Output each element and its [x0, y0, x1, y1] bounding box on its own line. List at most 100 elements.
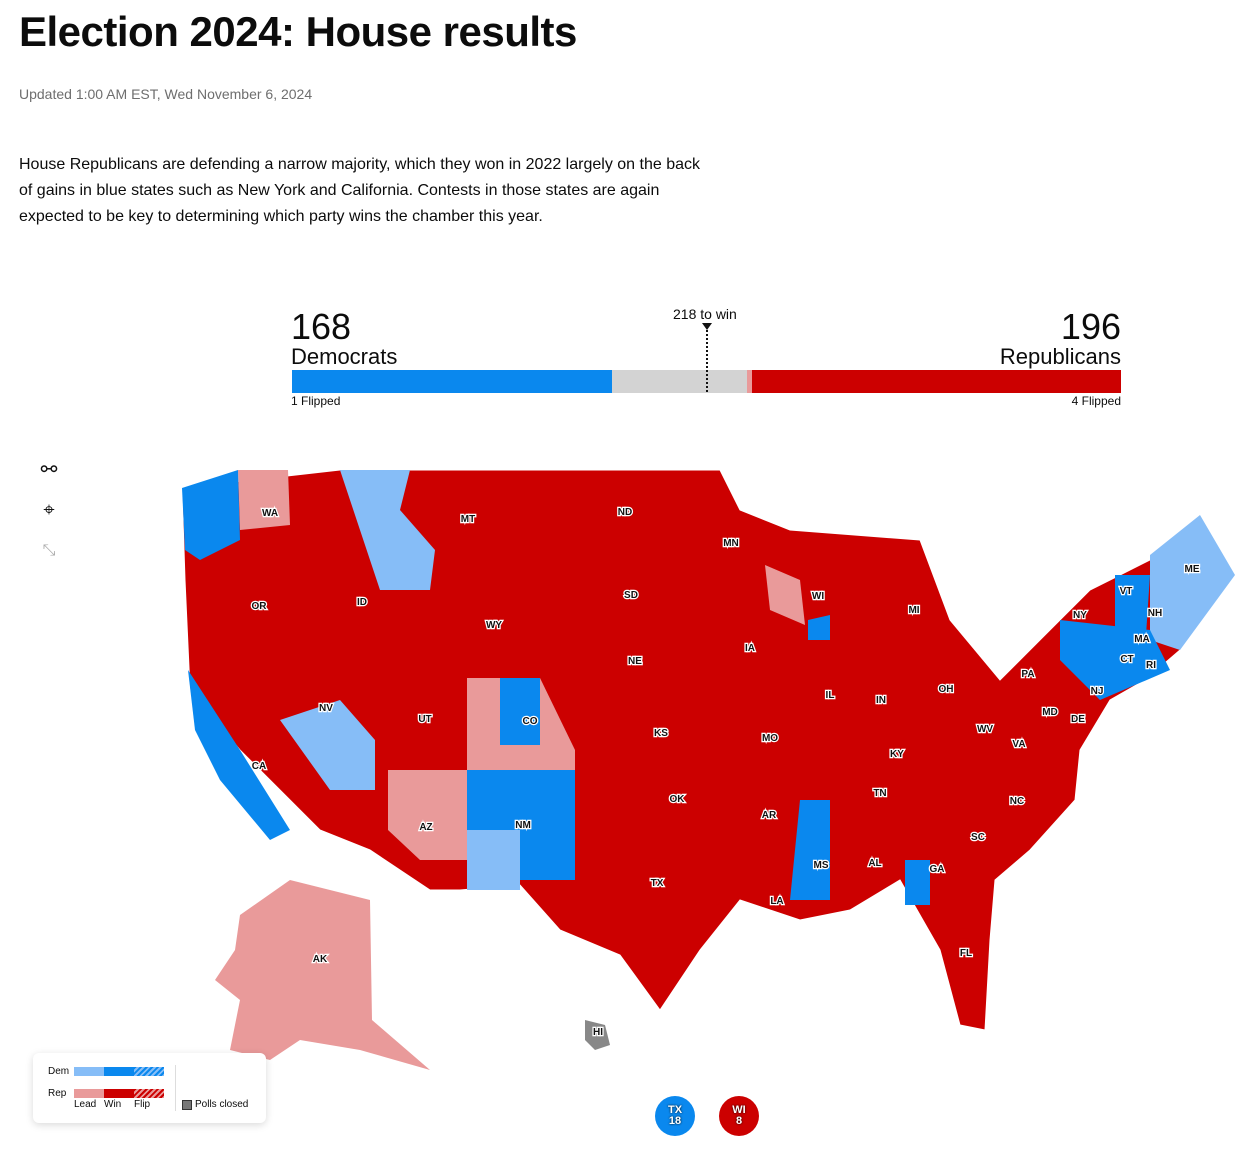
intro-text: House Republicans are defending a narrow… — [19, 156, 700, 225]
state-label-ne: NE — [628, 656, 642, 667]
state-label-ms: MS — [814, 860, 829, 871]
state-label-id: ID — [357, 597, 367, 608]
state-label-mn: MN — [723, 538, 739, 549]
threshold-marker-icon — [702, 323, 712, 330]
state-label-mo: MO — [762, 733, 778, 744]
legend-rep-flip-swatch — [134, 1089, 164, 1098]
state-label-ak: AK — [313, 954, 328, 965]
legend-lead: Lead — [74, 1099, 97, 1110]
state-label-md: MD — [1042, 707, 1058, 718]
dem-win-region[interactable] — [500, 678, 540, 745]
state-label-ar: AR — [762, 810, 777, 821]
collapse-icon[interactable]: ⤡ — [42, 542, 56, 559]
legend-dem: Dem — [48, 1066, 70, 1077]
state-label-al: AL — [868, 858, 881, 869]
dem-lead-region[interactable] — [1150, 515, 1235, 650]
legend-flip: Flip — [134, 1099, 151, 1110]
dem-lead-region[interactable] — [467, 830, 520, 890]
rep-seat-count: 196 — [1060, 306, 1121, 347]
map-legend: Dem Rep Lead Win Flip Polls closed — [33, 1053, 266, 1123]
state-label-in: IN — [876, 695, 886, 706]
page-title: Election 2024: House results — [19, 8, 577, 55]
state-label-ok: OK — [670, 794, 686, 805]
state-label-az: AZ — [419, 822, 432, 833]
state-label-de: DE — [1071, 714, 1085, 725]
rep-flipped: 4 Flipped — [1071, 394, 1121, 408]
state-label-ky: KY — [890, 749, 904, 760]
dem-win-region[interactable] — [790, 800, 830, 900]
threshold-line — [706, 330, 708, 392]
state-label-tx: TX — [651, 878, 664, 889]
legend-dem-flip-swatch — [134, 1067, 164, 1076]
state-label-ri: RI — [1146, 660, 1156, 671]
state-label-ny: NY — [1073, 610, 1087, 621]
state-label-or: OR — [252, 601, 268, 612]
dem-lead-region[interactable] — [340, 470, 435, 590]
legend-polls-closed: Polls closed — [195, 1099, 249, 1110]
state-label-nv: NV — [319, 703, 333, 714]
state-label-nm: NM — [515, 820, 531, 831]
state-label-va: VA — [1012, 739, 1025, 750]
hawaii[interactable] — [585, 1020, 610, 1050]
dem-seat-count: 168 — [291, 306, 352, 347]
state-label-wi: WI — [812, 591, 824, 602]
state-label-nj: NJ — [1091, 686, 1104, 697]
state-label-vt: VT — [1120, 586, 1133, 597]
legend-divider — [175, 1065, 176, 1111]
state-label-hi: HI — [593, 1027, 603, 1038]
dem-lead-region[interactable] — [280, 700, 375, 790]
state-label-la: LA — [770, 896, 783, 907]
legend-rep-lead-swatch — [74, 1089, 104, 1098]
alaska[interactable] — [215, 880, 430, 1070]
dem-seat-fill — [292, 370, 613, 393]
state-label-ks: KS — [654, 728, 668, 739]
state-label-mi: MI — [908, 605, 919, 616]
state-label-ca: CA — [252, 761, 266, 772]
state-label-tn: TN — [873, 788, 886, 799]
state-label-wy: WY — [486, 620, 502, 631]
state-label-ma: MA — [1134, 634, 1150, 645]
dem-label: Democrats — [291, 344, 398, 369]
dem-win-region[interactable] — [808, 615, 830, 640]
state-label-ct: CT — [1120, 654, 1133, 665]
state-label-sc: SC — [971, 832, 985, 843]
state-label-fl: FL — [960, 948, 972, 959]
polls-closed-swatch — [182, 1100, 192, 1110]
bubble-state: TX — [667, 1104, 683, 1116]
dem-win-region[interactable] — [182, 470, 240, 560]
state-label-sd: SD — [624, 590, 638, 601]
state-label-nc: NC — [1010, 796, 1024, 807]
rep-label: Republicans — [999, 344, 1121, 369]
state-label-wa: WA — [262, 508, 278, 519]
state-label-ga: GA — [930, 864, 945, 875]
rep-lead-region[interactable] — [765, 565, 805, 625]
to-win-label: 218 to win — [673, 306, 737, 322]
contiguous-us[interactable] — [181, 469, 1236, 1031]
rep-lead-region[interactable] — [388, 770, 467, 860]
race-bubble-wi-8[interactable]: WI 8 — [719, 1096, 759, 1136]
legend-dem-lead-swatch — [74, 1067, 104, 1076]
bubble-district: 8 — [735, 1115, 743, 1127]
state-label-co: CO — [523, 716, 538, 727]
dem-win-region[interactable] — [1060, 620, 1170, 700]
bubble-district: 18 — [668, 1115, 682, 1127]
dem-win-region[interactable] — [905, 860, 930, 905]
state-label-oh: OH — [939, 684, 954, 695]
filter-icon[interactable]: ⚯ — [40, 458, 58, 481]
state-label-nd: ND — [618, 507, 632, 518]
state-label-il: IL — [826, 690, 835, 701]
rep-seat-fill — [747, 370, 1121, 393]
updated-timestamp: Updated 1:00 AM EST, Wed November 6, 202… — [19, 86, 313, 102]
dem-win-region[interactable] — [188, 670, 290, 840]
legend-rep-win-swatch — [104, 1089, 134, 1098]
legend-dem-win-swatch — [104, 1067, 134, 1076]
state-label-ia: IA — [745, 643, 755, 654]
dem-flipped: 1 Flipped — [291, 394, 341, 408]
state-label-me: ME — [1185, 564, 1200, 575]
race-bubble-tx-18[interactable]: TX 18 — [655, 1096, 695, 1136]
location-pin-icon[interactable]: ⌖ — [43, 498, 55, 521]
legend-win: Win — [104, 1099, 122, 1110]
state-label-pa: PA — [1021, 669, 1034, 680]
rep-lead-region[interactable] — [238, 470, 290, 530]
